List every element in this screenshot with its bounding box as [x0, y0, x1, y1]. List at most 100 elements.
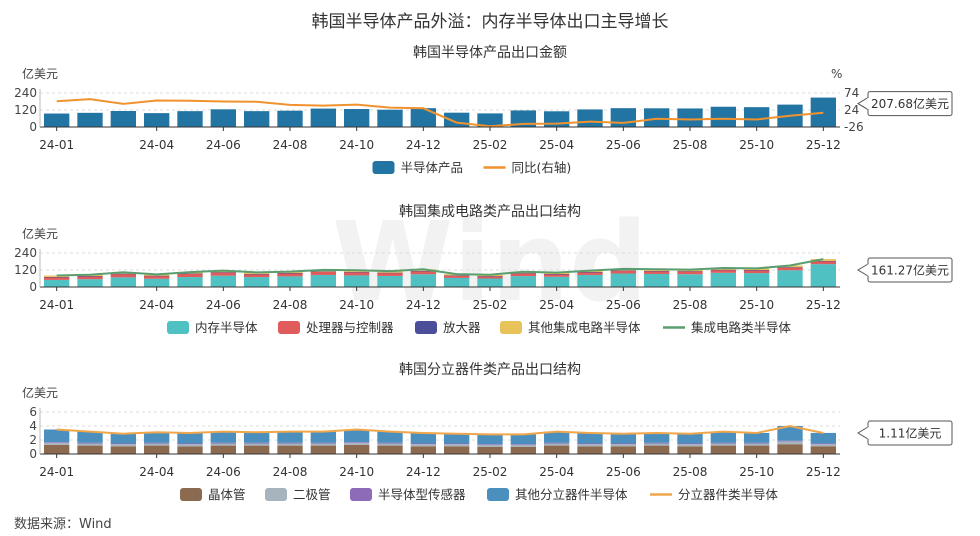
bar-内存半导体-24-07: [244, 277, 270, 287]
bar-半导体型传感器-24-01: [44, 442, 70, 443]
y-tick-label: 0: [29, 447, 37, 461]
bar-处理器与控制器-25-01: [444, 275, 470, 278]
x-tick-label: 24-08: [273, 298, 308, 312]
bar-二极管-24-03: [110, 444, 136, 447]
legend-label: 其他集成电路半导体: [528, 320, 641, 335]
bar-半导体产品-24-05: [177, 111, 203, 127]
bar-处理器与控制器-25-09: [710, 269, 736, 273]
legend-label: 集成电路类半导体: [691, 320, 792, 335]
bar-处理器与控制器-24-06: [210, 272, 236, 276]
bar-其他分立器件半导体-24-10: [344, 429, 370, 443]
legend-swatch-其他集成电路半导体: [500, 321, 522, 334]
bar-晶体管-24-05: [177, 446, 203, 454]
x-tick-label: 25-12: [806, 465, 841, 479]
bar-其他分立器件半导体-25-11: [777, 426, 803, 441]
legend-label: 分立器件类半导体: [678, 487, 779, 502]
bar-半导体型传感器-25-01: [444, 443, 470, 445]
x-tick-label: 24-10: [339, 138, 374, 152]
bar-放大器-25-03: [510, 273, 536, 274]
chart-title: 韩国分立器件类产品出口结构: [399, 362, 581, 378]
y-tick-label: 4: [29, 419, 37, 433]
x-tick-label: 25-04: [539, 465, 574, 479]
callout-join: [867, 427, 869, 439]
x-tick-label: 25-08: [673, 138, 708, 152]
bar-其他分立器件半导体-25-03: [510, 434, 536, 445]
bar-其他集成电路半导体-24-01: [44, 275, 70, 277]
bar-半导体型传感器-24-03: [110, 443, 136, 445]
y-tick-label: 2: [29, 433, 37, 447]
bar-晶体管-25-06: [610, 446, 636, 454]
bar-半导体产品-24-12: [410, 108, 436, 127]
bar-其他分立器件半导体-24-01: [44, 429, 70, 443]
legend: 半导体产品 同比(右轴): [372, 160, 571, 175]
bar-内存半导体-25-03: [510, 276, 536, 287]
legend-label: 半导体产品: [401, 160, 464, 175]
bar-半导体型传感器-25-07: [644, 442, 670, 444]
bar-放大器-24-05: [177, 273, 203, 275]
legend-label: 半导体型传感器: [378, 487, 466, 502]
bar-半导体产品-25-07: [644, 108, 670, 127]
bar-处理器与控制器-25-08: [677, 271, 703, 275]
legend: 晶体管 二极管 半导体型传感器 其他分立器件半导体 分立器件类半导体: [180, 487, 779, 502]
x-tick-label: 24-12: [406, 138, 441, 152]
bar-处理器与控制器-25-06: [610, 270, 636, 274]
x-tick-label: 25-10: [739, 138, 774, 152]
x-tick-label: 24-06: [206, 298, 241, 312]
bar-半导体产品-25-02: [477, 113, 503, 127]
legend-label: 其他分立器件半导体: [515, 487, 628, 502]
y-axis-unit: 亿美元: [22, 385, 58, 400]
bar-半导体产品-24-11: [377, 109, 403, 127]
bar-半导体产品-25-05: [577, 109, 603, 127]
bar-半导体型传感器-25-03: [510, 444, 536, 445]
x-tick-label: 25-06: [606, 138, 641, 152]
bar-处理器与控制器-25-07: [644, 270, 670, 274]
bar-放大器-25-11: [777, 267, 803, 268]
x-tick-label: 24-10: [339, 465, 374, 479]
bar-半导体型传感器-25-06: [610, 443, 636, 445]
bar-半导体型传感器-24-09: [310, 442, 336, 444]
bar-晶体管-25-01: [444, 446, 470, 454]
watermark: Wind: [332, 198, 648, 326]
y-tick-label: 0: [29, 280, 37, 294]
x-tick-label: 25-04: [539, 138, 574, 152]
y-tick-label: 240: [14, 86, 37, 100]
bar-二极管-25-11: [777, 441, 803, 445]
bar-晶体管-24-01: [44, 444, 70, 454]
bar-二极管-24-06: [210, 443, 236, 446]
legend-swatch-内存半导体: [167, 321, 189, 334]
bar-其他分立器件半导体-25-07: [644, 433, 670, 443]
y-axis-unit: 亿美元: [22, 66, 58, 81]
bar-半导体产品-25-12: [810, 97, 836, 127]
bar-其他分立器件半导体-25-12: [810, 432, 836, 444]
bar-晶体管-24-12: [410, 446, 436, 454]
bar-其他分立器件半导体-24-02: [77, 431, 103, 443]
bar-半导体型传感器-25-05: [577, 443, 603, 445]
bar-半导体型传感器-25-12: [810, 443, 836, 445]
bar-处理器与控制器-25-03: [510, 273, 536, 277]
bar-其他分立器件半导体-25-05: [577, 433, 603, 444]
legend-swatch-处理器与控制器: [278, 321, 300, 334]
x-tick-label: 25-02: [473, 298, 508, 312]
bar-放大器-25-04: [544, 273, 570, 275]
bar-处理器与控制器-24-08: [277, 273, 303, 277]
bar-二极管-25-10: [744, 443, 770, 446]
bar-处理器与控制器-24-12: [410, 270, 436, 275]
bar-其他分立器件半导体-25-06: [610, 433, 636, 444]
bar-二极管-24-11: [377, 443, 403, 446]
bar-二极管-25-01: [444, 444, 470, 447]
bar-晶体管-25-07: [644, 445, 670, 454]
callout-label: 207.68亿美元: [871, 96, 949, 111]
x-tick-label: 25-12: [806, 138, 841, 152]
bar-半导体产品-24-01: [44, 113, 70, 127]
bar-处理器与控制器-25-12: [810, 261, 836, 265]
x-tick-label: 24-01: [39, 298, 74, 312]
bar-半导体产品-25-06: [610, 108, 636, 127]
x-tick-label: 25-10: [739, 298, 774, 312]
x-tick-label: 25-06: [606, 298, 641, 312]
x-tick-label: 24-06: [206, 138, 241, 152]
bar-放大器-25-06: [610, 270, 636, 271]
y2-axis-unit: %: [831, 67, 842, 81]
bar-内存半导体-24-10: [344, 275, 370, 287]
bar-二极管-25-07: [644, 443, 670, 446]
legend-label: 二极管: [293, 487, 331, 502]
